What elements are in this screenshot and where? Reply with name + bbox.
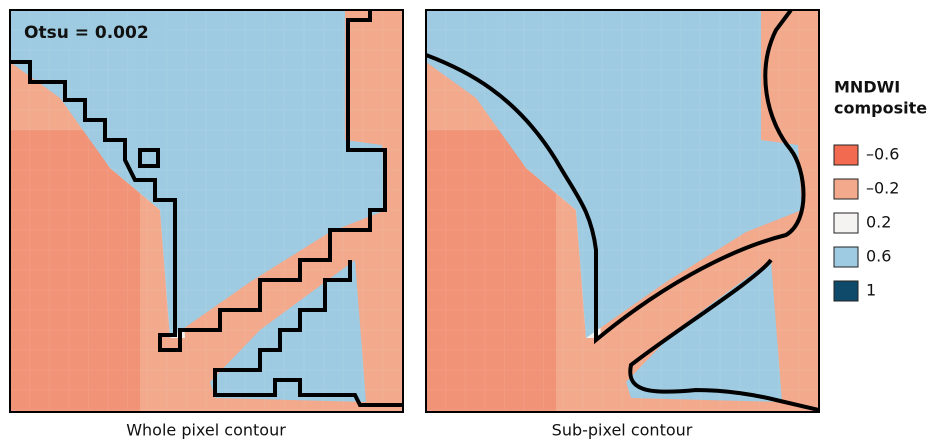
raster: [10, 10, 403, 412]
panel-caption: Sub-pixel contour: [552, 421, 693, 440]
raster: [426, 10, 819, 412]
legend-label: 0.2: [866, 213, 891, 232]
legend-label: 0.6: [866, 247, 891, 266]
panel: [10, 10, 403, 412]
raster-texture: [10, 10, 403, 412]
legend-label: –0.6: [866, 145, 899, 164]
legend-title: composite: [834, 99, 927, 118]
legend-label: –0.2: [866, 179, 899, 198]
panel: [426, 10, 819, 412]
figure: Whole pixel contour Sub-pixel contour MN…: [0, 0, 943, 441]
legend-title: MNDWI: [834, 78, 900, 97]
panel-caption: Whole pixel contour: [126, 421, 286, 440]
legend: –0.6 –0.2 0.2 0.6 1: [834, 145, 899, 302]
legend-swatch: [834, 179, 858, 199]
annotation: Otsu = 0.002: [24, 23, 149, 43]
legend-swatch: [834, 247, 858, 267]
legend-swatch: [834, 213, 858, 233]
raster-texture: [426, 10, 819, 412]
legend-label: 1: [866, 281, 876, 300]
legend-swatch: [834, 281, 858, 301]
legend-swatch: [834, 145, 858, 165]
